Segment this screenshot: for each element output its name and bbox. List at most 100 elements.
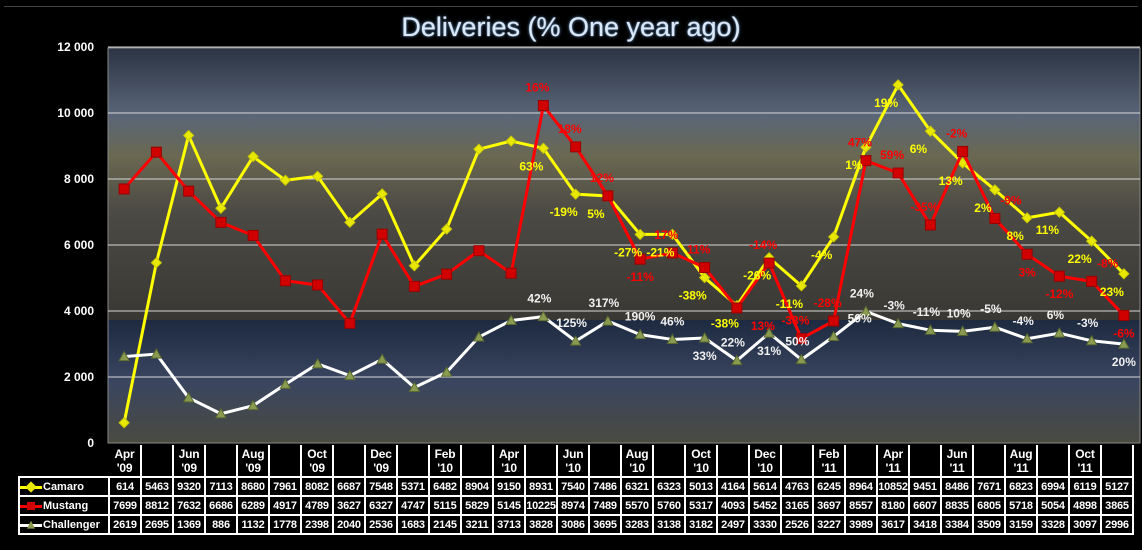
challenger-data-label: -3% [883, 299, 905, 313]
x-tick-year: '11 [1077, 460, 1093, 475]
x-tick-label [781, 445, 814, 477]
table-cell: 3617 [876, 514, 910, 535]
table-cell: 8082 [300, 476, 334, 497]
table-cell: 4789 [300, 495, 334, 516]
legend-entry-challenger: Challenger [18, 514, 110, 535]
x-tick-label [909, 445, 942, 477]
challenger-line [124, 309, 1125, 416]
x-tick-label [1037, 445, 1070, 477]
table-cell: 2145 [428, 514, 462, 535]
camaro-data-label: 6% [910, 142, 928, 156]
x-tick-label: Apr '09 [109, 445, 142, 477]
x-tick-label: Oct '10 [685, 445, 718, 477]
table-cell: 9320 [172, 476, 206, 497]
table-cell: 1778 [268, 514, 302, 535]
challenger-point [569, 335, 582, 346]
table-cell: 9451 [908, 476, 942, 497]
x-tick-label: Aug '09 [237, 445, 270, 477]
table-cell: 6323 [652, 476, 686, 497]
camaro-point [118, 417, 130, 429]
challenger-data-label: -3% [1077, 316, 1099, 330]
challenger-point [215, 407, 227, 419]
mustang-point [537, 100, 549, 112]
mustang-point [376, 228, 388, 240]
diamond-marker-icon [21, 480, 42, 493]
table-cell: 2536 [364, 514, 398, 535]
x-tick-month: Apr [114, 446, 135, 461]
x-tick-label: Aug '11 [1005, 445, 1038, 477]
table-cell: 8931 [524, 476, 558, 497]
mustang-point [1086, 275, 1098, 287]
table-cell: 3418 [908, 514, 942, 535]
table-cell: 5760 [652, 495, 686, 516]
challenger-data-label: 33% [693, 349, 717, 363]
mustang-point [828, 315, 840, 327]
table-cell: 2040 [332, 514, 366, 535]
mustang-data-label: 13% [751, 319, 775, 333]
table-cell: 7489 [588, 495, 622, 516]
camaro-data-label: 13% [939, 174, 963, 188]
challenger-point [1053, 327, 1066, 338]
table-cell: 6482 [428, 476, 462, 497]
camaro-point [311, 170, 324, 183]
x-tick-year: '11 [885, 460, 901, 475]
camaro-point [924, 125, 937, 137]
mustang-point [795, 333, 807, 345]
table-cell: 6321 [620, 476, 654, 497]
challenger-data-label: 6% [1047, 308, 1065, 322]
data-table-row: Camaro 614 5463 9320 7113 8680 7961 8082 6687 754… [18, 476, 1134, 497]
table-cell: 3328 [1036, 514, 1070, 535]
x-tick-label: Jun '11 [941, 445, 974, 477]
camaro-data-label: -21% [646, 245, 674, 259]
challenger-point [634, 328, 646, 340]
table-cell: 5013 [684, 476, 718, 497]
legend-entry-mustang: Mustang [18, 495, 110, 516]
camaro-point [1085, 235, 1098, 247]
x-tick-year: '11 [1013, 460, 1029, 475]
challenger-point [666, 333, 679, 344]
x-tick-label [717, 445, 750, 477]
table-cell: 1683 [396, 514, 430, 535]
x-tick-year: '09 [181, 460, 197, 475]
camaro-point [440, 223, 453, 235]
x-tick-label: Jun '09 [173, 445, 206, 477]
mustang-point [699, 262, 711, 274]
table-cell: 8974 [556, 495, 590, 516]
table-cell: 6327 [364, 495, 398, 516]
x-tick-label: Apr '11 [877, 445, 910, 477]
challenger-data-label: 190% [625, 310, 656, 324]
camaro-data-label: 5% [587, 207, 605, 221]
mustang-point [279, 275, 291, 287]
mustang-point [860, 155, 872, 167]
mustang-point [989, 212, 1001, 224]
x-tick-month: Dec [370, 446, 392, 461]
table-cell: 7699 [108, 495, 142, 516]
table-cell: 614 [108, 476, 142, 497]
challenger-point [924, 324, 937, 335]
camaro-data-label: 63% [519, 159, 543, 173]
camaro-data-label: 11% [1036, 223, 1060, 237]
table-cell: 3227 [812, 514, 846, 535]
mustang-point [666, 247, 678, 259]
challenger-point [763, 327, 775, 338]
camaro-data-label: -26% [743, 269, 771, 283]
mustang-point [731, 302, 743, 314]
table-cell: 2996 [1100, 514, 1134, 535]
data-table-row: Challenger 2619 2695 1369 886 1132 1778 2398 204… [18, 514, 1134, 535]
x-tick-year: '10 [565, 460, 581, 475]
table-cell: 3384 [940, 514, 974, 535]
mustang-data-label: -12% [1045, 287, 1073, 301]
table-cell: 1132 [236, 514, 270, 535]
x-tick-label: Apr '10 [493, 445, 526, 477]
camaro-point [795, 280, 808, 292]
x-tick-label [1101, 445, 1134, 477]
x-tick-month: Aug [625, 446, 649, 461]
x-tick-month: Apr [498, 446, 520, 461]
x-tick-label: Aug '10 [621, 445, 654, 477]
camaro-point [247, 150, 259, 163]
challenger-point [182, 391, 195, 403]
x-tick-year: '09 [245, 460, 261, 475]
table-cell: 5718 [1004, 495, 1038, 516]
mustang-point [1021, 248, 1033, 260]
table-cell: 10852 [876, 476, 910, 497]
